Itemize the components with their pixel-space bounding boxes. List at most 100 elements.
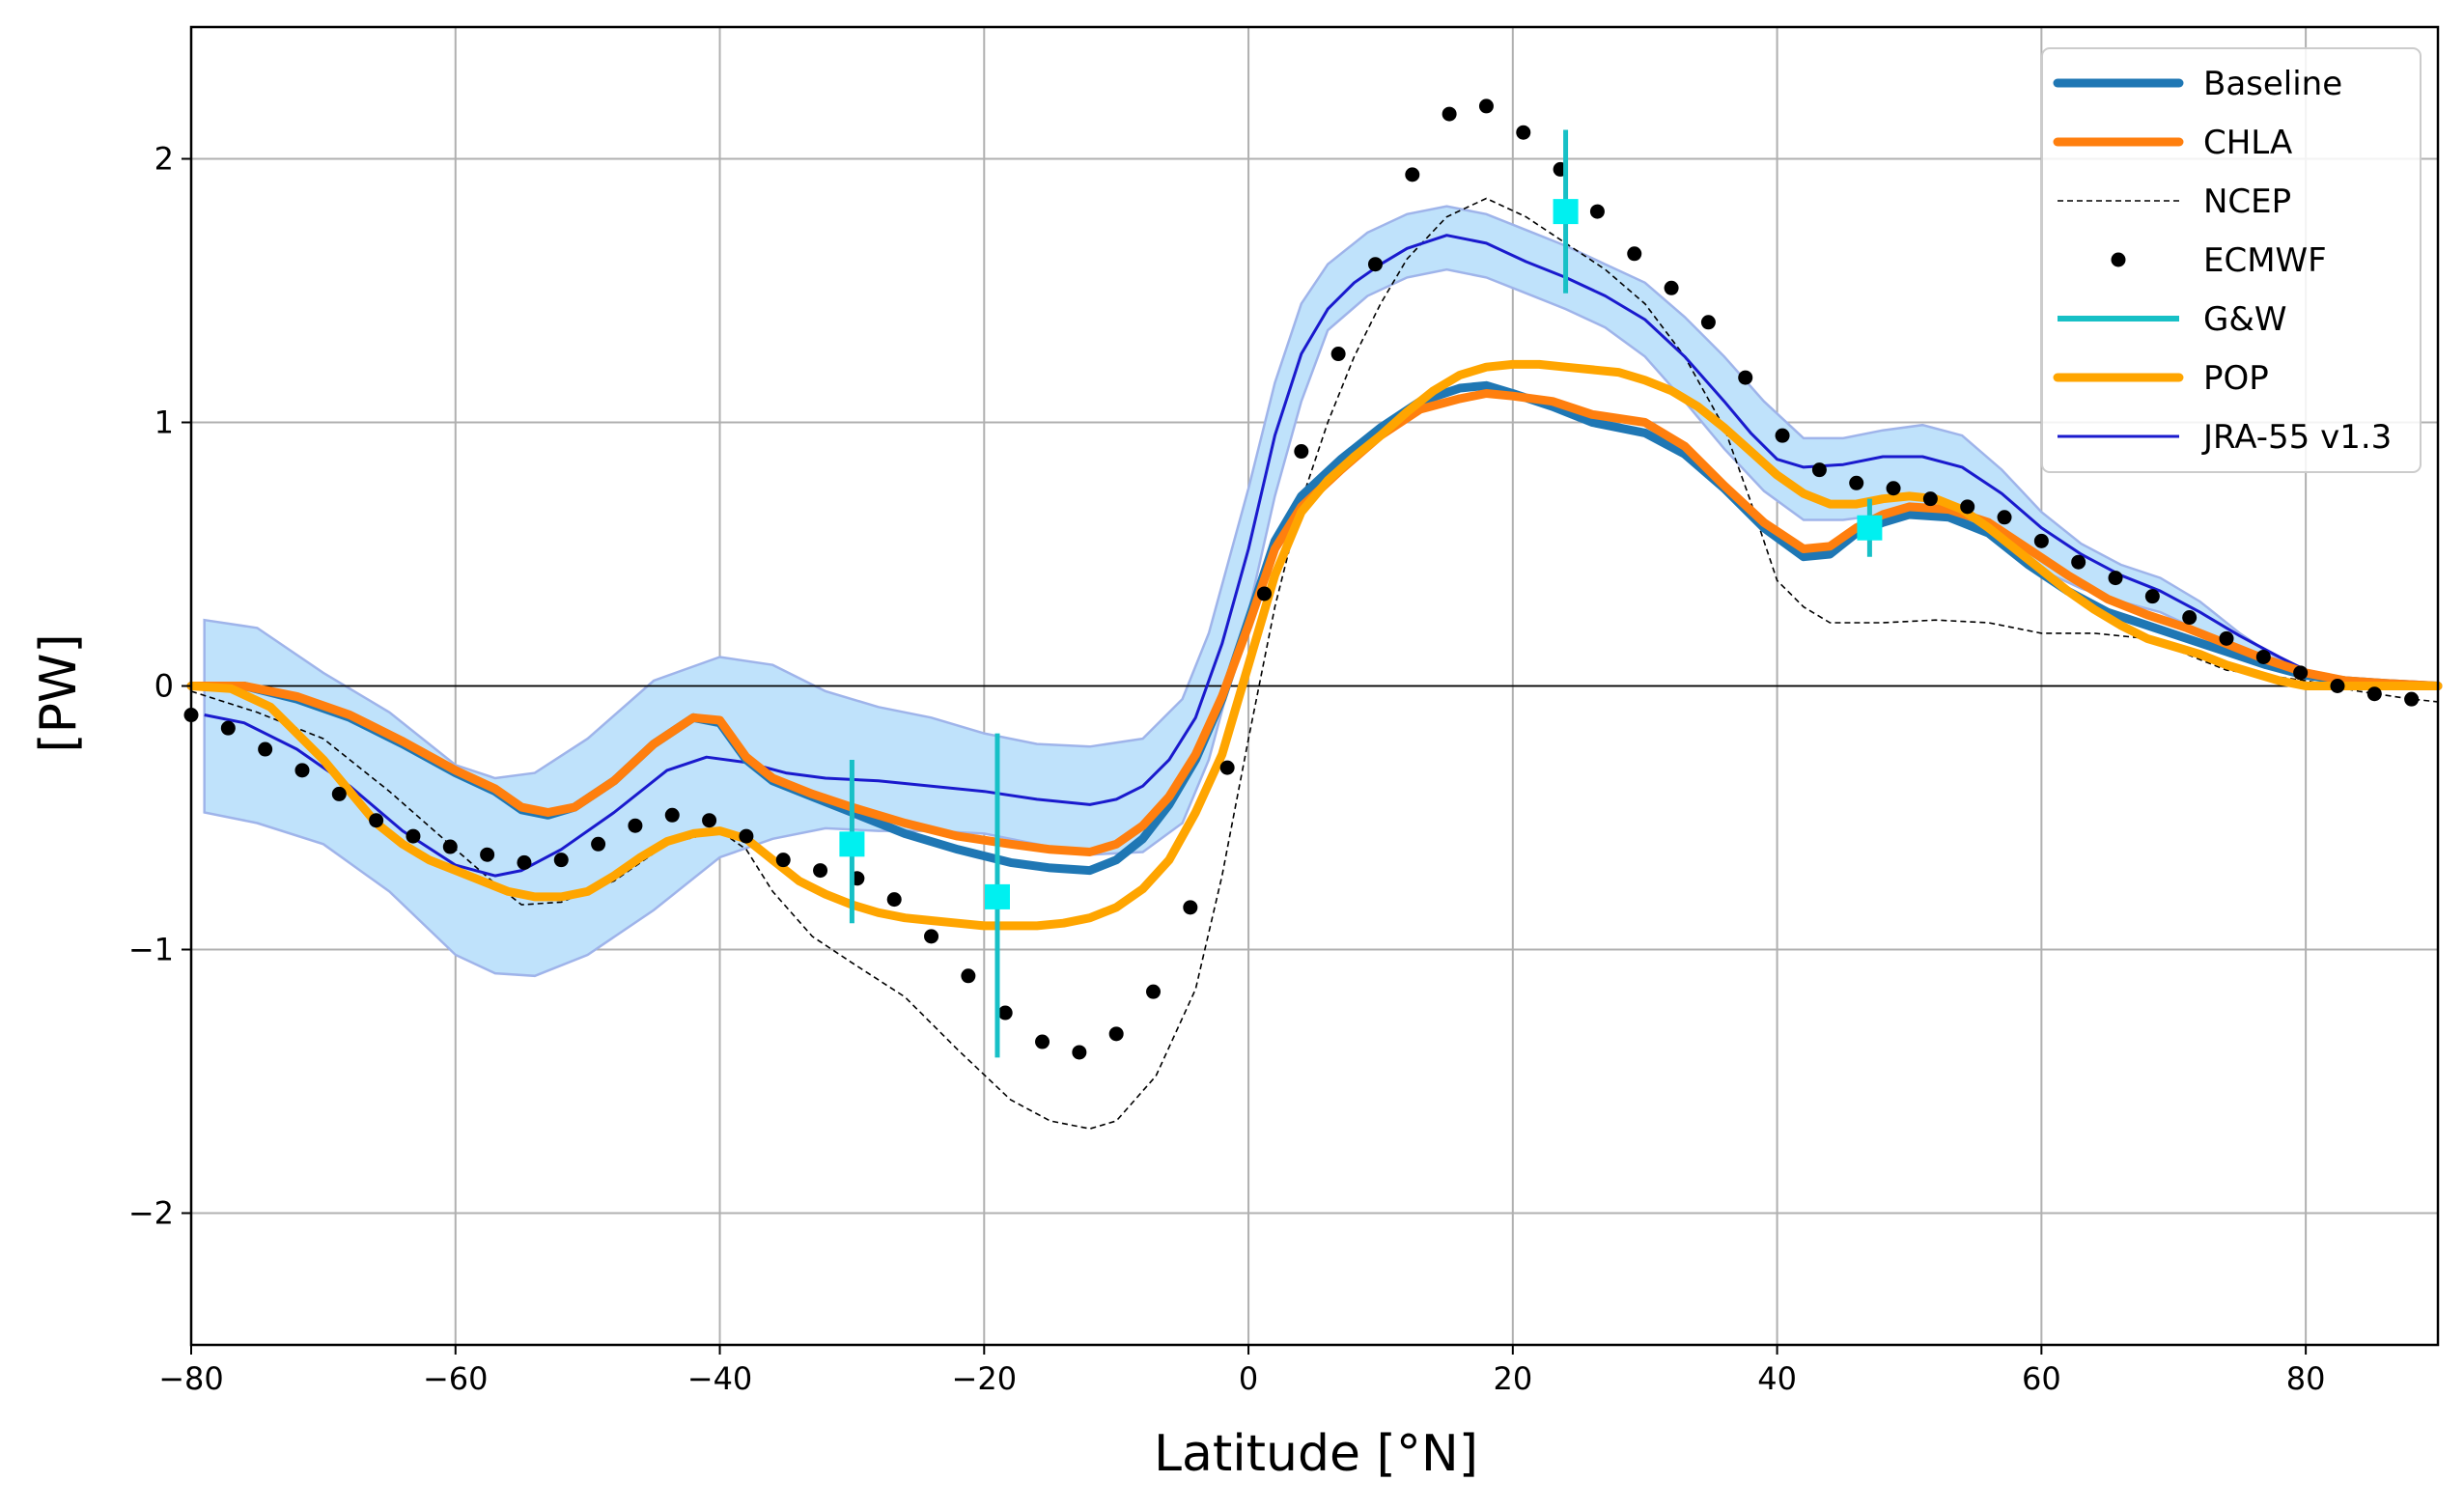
y-tick-label: −1 [128, 932, 174, 968]
ecmwf-point [2071, 554, 2086, 570]
ecmwf-point [258, 741, 273, 757]
ecmwf-point [2404, 691, 2420, 707]
ecmwf-point [294, 763, 310, 778]
ecmwf-point [628, 818, 643, 833]
y-tick-label: 0 [154, 668, 174, 705]
ecmwf-point [2033, 533, 2049, 548]
x-axis-title: Latitude [°N] [1154, 1425, 1478, 1483]
ecmwf-point [2108, 571, 2123, 586]
ecmwf-point [813, 863, 828, 879]
series-group [183, 98, 2443, 1130]
ecmwf-point [1405, 167, 1420, 182]
legend-label: CHLA [2203, 124, 2292, 162]
legend-item-g-w: G&W [2058, 300, 2286, 339]
ecmwf-point [220, 720, 236, 736]
ecmwf-point [2144, 589, 2160, 604]
ecmwf-point [1367, 257, 1383, 272]
series-ecmwf [183, 98, 2420, 1060]
ecmwf-point [1738, 370, 1753, 385]
ecmwf-point [517, 854, 532, 870]
legend-item-pop: POP [2053, 359, 2269, 398]
ecmwf-point [1035, 1034, 1050, 1049]
ecmwf-point [775, 853, 791, 868]
ecmwf-point [961, 968, 976, 984]
ecmwf-point [1775, 428, 1790, 443]
x-tick-label: 20 [1493, 1360, 1532, 1397]
legend-item-chla: CHLA [2053, 124, 2292, 162]
ecmwf-point [1294, 444, 1309, 460]
ecmwf-point [2366, 686, 2382, 702]
ecmwf-point [997, 1005, 1013, 1021]
ecmwf-point [2330, 679, 2345, 693]
x-tick-label: −40 [687, 1360, 753, 1397]
ecmwf-point [702, 813, 717, 828]
ecmwf-point [2293, 665, 2309, 681]
ecmwf-point [1478, 98, 1494, 114]
x-tick-label: 80 [2286, 1360, 2326, 1397]
legend-label: Baseline [2203, 65, 2342, 103]
ecmwf-point [1811, 462, 1827, 478]
ecmwf-point [1886, 481, 1901, 496]
ecmwf-point [1516, 125, 1531, 140]
y-axis-title: [PW] [30, 633, 88, 752]
ecmwf-point [1219, 760, 1235, 775]
x-tick-label: 60 [2022, 1360, 2061, 1397]
pop-line [186, 359, 2443, 931]
legend-label: JRA-55 v1.3 [2201, 418, 2392, 457]
ecmwf-point [1256, 586, 1272, 601]
ecmwf-point [553, 853, 569, 868]
ecmwf-point [1183, 900, 1198, 915]
legend-label: ECMWF [2203, 241, 2327, 280]
jra-55-v1-3-line [204, 234, 2439, 878]
gw-marker [1857, 515, 1883, 541]
ecmwf-point [591, 836, 606, 852]
x-tick-label: −60 [423, 1360, 489, 1397]
ncep-line [190, 197, 2439, 1130]
y-tick-label: 2 [154, 141, 174, 178]
gw-marker [839, 831, 865, 857]
ecmwf-point [1664, 280, 1679, 295]
ecmwf-point [369, 813, 384, 828]
legend-swatch [2111, 252, 2126, 267]
series-pop [186, 359, 2443, 931]
legend-label: POP [2203, 359, 2269, 398]
ecmwf-point [331, 786, 347, 801]
ecmwf-point [1108, 1026, 1124, 1042]
ecmwf-point [1997, 510, 2012, 525]
x-tick-label: 0 [1239, 1360, 1258, 1397]
ecmwf-point [442, 839, 458, 854]
gw-marker [984, 883, 1010, 909]
ecmwf-point [1072, 1045, 1087, 1060]
legend: Baseline CHLA NCEP ECMWF G&W POP JRA-55 v1.3 [2041, 47, 2422, 473]
ecmwf-point [924, 929, 939, 944]
x-tick-label: −20 [952, 1360, 1018, 1397]
series-jra-55-v1-3 [204, 234, 2439, 878]
ecmwf-point [1960, 499, 1975, 515]
ecmwf-point [1922, 491, 1938, 507]
ecmwf-point [739, 828, 754, 844]
gw-marker [1553, 199, 1579, 225]
series-ncep [190, 197, 2439, 1130]
ecmwf-point [2182, 610, 2198, 626]
legend-box [2041, 47, 2422, 473]
series-g-w [839, 129, 1883, 1058]
ecmwf-point [1146, 984, 1162, 999]
ecmwf-point [406, 828, 421, 844]
ecmwf-point [1700, 315, 1716, 330]
legend-item-jra-55-v1-3: JRA-55 v1.3 [2058, 418, 2392, 457]
y-tick-label: 1 [154, 405, 174, 441]
legend-item-baseline: Baseline [2053, 65, 2342, 103]
ecmwf-point [664, 807, 680, 823]
legend-label: G&W [2203, 300, 2286, 339]
ecmwf-point [2219, 630, 2234, 646]
ecmwf-point [1627, 246, 1642, 262]
legend-item-ecmwf: ECMWF [2111, 241, 2327, 280]
x-tick-label: 40 [1757, 1360, 1797, 1397]
ecmwf-point [1849, 475, 1864, 490]
ecmwf-point [1589, 204, 1605, 219]
y-tick-label: −2 [128, 1195, 174, 1232]
ecmwf-point [480, 847, 495, 862]
ecmwf-point [1442, 106, 1457, 122]
x-tick-label: −80 [158, 1360, 224, 1397]
ecmwf-point [1330, 347, 1346, 362]
